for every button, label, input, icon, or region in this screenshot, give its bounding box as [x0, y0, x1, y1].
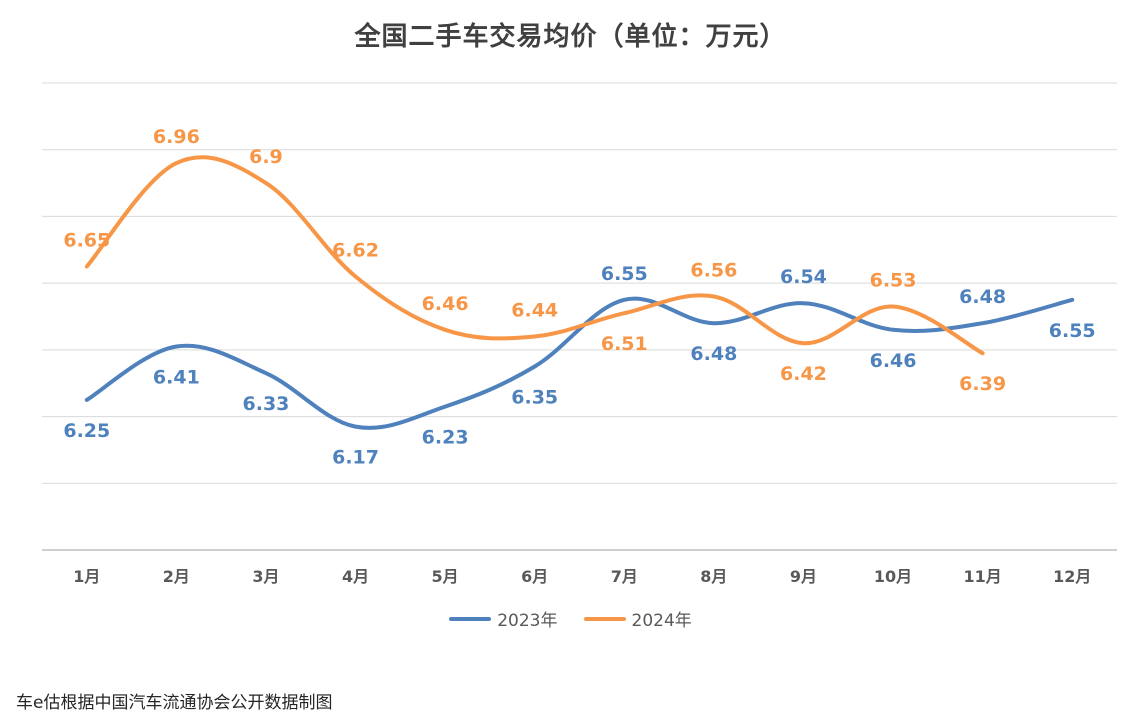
- data-label: 6.55: [1049, 320, 1096, 342]
- x-tick-label: 2月: [163, 567, 190, 586]
- data-label: 6.54: [780, 266, 827, 288]
- data-label: 6.9: [249, 146, 283, 168]
- x-tick-label: 10月: [874, 567, 912, 586]
- x-tick-label: 12月: [1053, 567, 1091, 586]
- data-label: 6.56: [690, 259, 737, 281]
- data-label: 6.62: [332, 239, 379, 261]
- data-label: 6.48: [690, 343, 737, 365]
- data-label: 6.41: [153, 367, 200, 389]
- data-label: 6.48: [959, 286, 1006, 308]
- chart-title: 全国二手车交易均价（单位：万元）: [354, 22, 787, 52]
- x-tick-label: 7月: [611, 567, 638, 586]
- x-tick-label: 9月: [790, 567, 817, 586]
- x-tick-label: 1月: [73, 567, 100, 586]
- data-label: 6.51: [601, 333, 648, 355]
- data-label: 6.46: [422, 293, 469, 315]
- data-label: 6.17: [332, 447, 379, 469]
- series-line-1: [84, 155, 985, 356]
- series-line-0: [84, 296, 1075, 430]
- data-label: 6.96: [153, 126, 200, 148]
- data-label: 6.65: [63, 229, 110, 251]
- data-labels: 6.25 6.41 6.33 6.17 6.23 6.35 6.55 6.48 6.54 6.46…: [63, 126, 1095, 469]
- legend-swatch-2024: [583, 616, 626, 621]
- data-label: 6.33: [243, 393, 290, 415]
- data-label: 6.23: [422, 427, 469, 449]
- data-label: 6.35: [511, 387, 558, 409]
- x-tick-label: 11月: [963, 567, 1001, 586]
- legend-label-2023: 2023年: [497, 611, 558, 631]
- source-note: 车e估根据中国汽车流通协会公开数据制图: [16, 693, 333, 713]
- data-label: 6.44: [511, 300, 558, 322]
- x-tick-label: 5月: [432, 567, 459, 586]
- series-lines: [84, 155, 1075, 430]
- x-tick-label: 4月: [342, 567, 369, 586]
- data-label: 6.55: [601, 263, 648, 285]
- x-axis: 1月 2月 3月 4月 5月 6月 7月 8月 9月 10月 11月 12月: [42, 549, 1117, 586]
- data-label: 6.53: [870, 269, 917, 291]
- legend: 2023年 2024年: [0, 606, 1141, 631]
- legend-item-2023: 2023年: [449, 606, 558, 631]
- data-label: 6.39: [959, 373, 1006, 395]
- x-tick-label: 6月: [521, 567, 548, 586]
- legend-item-2024: 2024年: [583, 606, 692, 631]
- gridlines: [42, 82, 1117, 484]
- data-label: 6.46: [870, 350, 917, 372]
- x-tick-label: 8月: [700, 567, 727, 586]
- legend-label-2024: 2024年: [631, 611, 692, 631]
- legend-swatch-2023: [449, 616, 492, 621]
- x-tick-label: 3月: [252, 567, 279, 586]
- data-label: 6.25: [63, 420, 110, 442]
- data-label: 6.42: [780, 363, 827, 385]
- line-chart: 1月 2月 3月 4月 5月 6月 7月 8月 9月 10月 11月 12月 6.25 6.41 6.33…: [42, 82, 1117, 586]
